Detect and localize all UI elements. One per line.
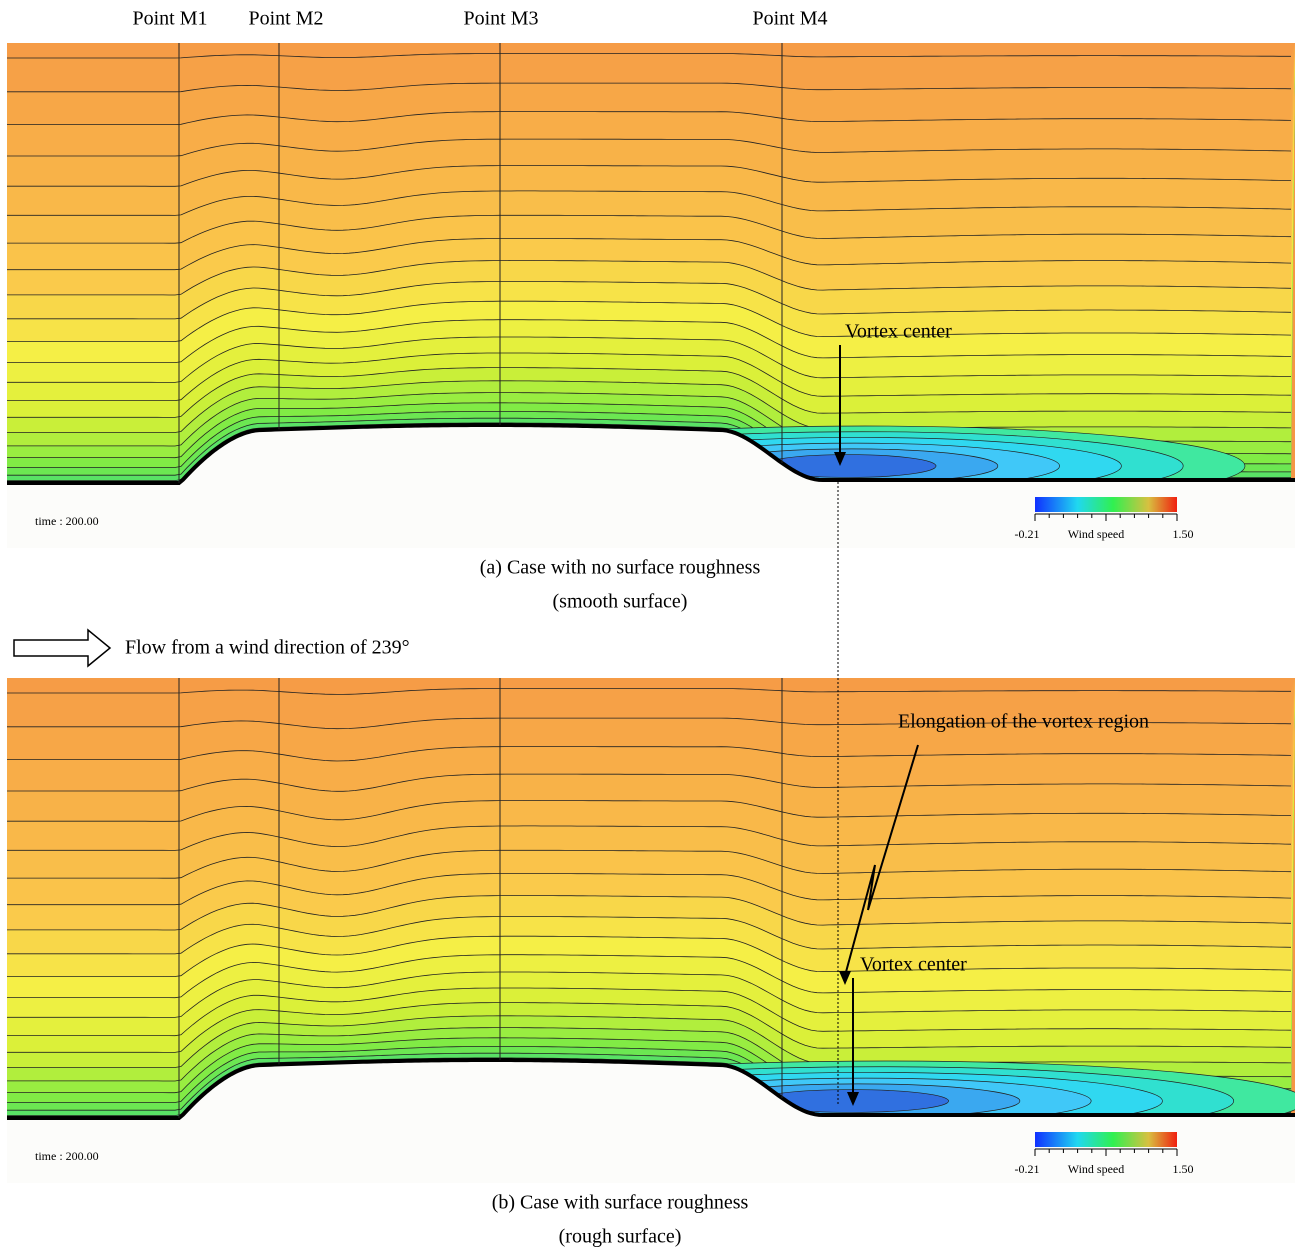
- annotation-arrow: [845, 744, 919, 973]
- contour-band: [7, 43, 1295, 58]
- contour-line: [7, 336, 1292, 383]
- contour-panel-a: [7, 43, 1295, 548]
- arrow-head: [847, 1092, 859, 1106]
- contour-line: [7, 895, 1292, 931]
- contour-line: [7, 873, 1292, 906]
- colorbar-max: 1.50: [1173, 1162, 1194, 1176]
- point-label: Point M3: [463, 8, 538, 30]
- terrain: [7, 1060, 1295, 1183]
- caption: (b) Case with surface roughness: [492, 1192, 749, 1214]
- contour-line: [7, 238, 1292, 271]
- colorbar: [1035, 1132, 1177, 1147]
- contour-line: [7, 773, 1292, 792]
- contour-line: [7, 849, 1292, 879]
- contour-line: [7, 746, 1292, 762]
- annotations: Point M1 Point M2 Point M3 Point M4 Flow fro…: [13, 8, 1194, 1248]
- flow-label: Flow from a wind direction of 239°: [125, 637, 410, 659]
- arrow-head: [839, 971, 851, 985]
- contour-line: [7, 935, 1292, 977]
- contour-line: [7, 1002, 1291, 1053]
- contour-line: [7, 1015, 1292, 1068]
- terrain: [7, 425, 1295, 548]
- ground-line: [7, 422, 1295, 485]
- contour-line: [7, 82, 1292, 93]
- contour-line: [7, 300, 1292, 342]
- contour-line: [7, 916, 1292, 955]
- contour-line: [7, 954, 1292, 999]
- annotation: Elongation of the vortex region: [898, 711, 1149, 733]
- time-label: time : 200.00: [35, 514, 99, 528]
- contour-line: [7, 53, 1291, 59]
- contour-line: [7, 688, 1291, 695]
- annotation: Vortex center: [860, 954, 967, 976]
- contour-line: [7, 987, 1292, 1037]
- contour-band: [7, 678, 1295, 695]
- contour-line: [7, 281, 1292, 320]
- contour-line: [7, 111, 1292, 125]
- contour-line: [7, 352, 1292, 401]
- annotation: Vortex center: [845, 321, 952, 343]
- contour-panel-b: [7, 658, 1295, 1183]
- colorbar-label: Wind speed: [1068, 527, 1125, 541]
- colorbar-label: Wind speed: [1068, 1162, 1125, 1176]
- caption: (rough surface): [559, 1226, 682, 1248]
- caption: (smooth surface): [553, 591, 688, 613]
- contour-line: [7, 260, 1292, 296]
- contour-line: [7, 138, 1292, 157]
- point-label: Point M4: [752, 8, 827, 30]
- contour-line: [7, 367, 1291, 418]
- caption: (a) Case with no surface roughness: [480, 557, 761, 579]
- contour-line: [7, 380, 1292, 433]
- colorbar-max: 1.50: [1173, 527, 1194, 541]
- point-label: Point M1: [132, 8, 207, 30]
- flow-arrow: [13, 628, 112, 668]
- colorbar: [1035, 497, 1177, 512]
- contour-line: [7, 190, 1292, 216]
- point-label: Point M2: [248, 8, 323, 30]
- colorbar-min: -0.21: [1015, 1162, 1040, 1176]
- contour-band: [7, 658, 1295, 678]
- time-label: time : 200.00: [35, 1149, 99, 1163]
- contour-line: [7, 717, 1292, 730]
- arrow-head: [834, 452, 846, 466]
- contour-line: [7, 319, 1292, 363]
- contour-line: [7, 971, 1292, 1018]
- contour-line: [7, 800, 1292, 822]
- contour-line: [7, 214, 1292, 244]
- contour-line: [7, 165, 1292, 187]
- ground-line: [7, 1058, 1295, 1120]
- contour-line: [7, 825, 1292, 851]
- colorbar-min: -0.21: [1015, 527, 1040, 541]
